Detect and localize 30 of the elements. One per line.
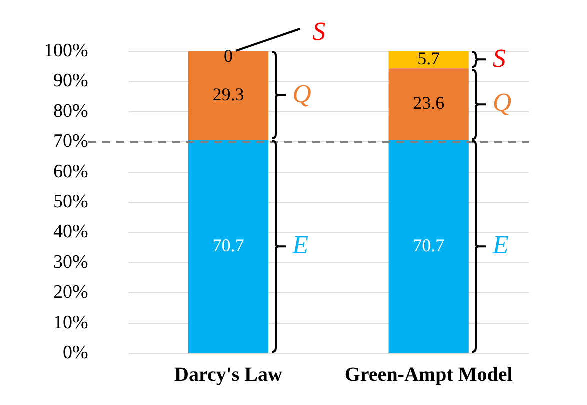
y-tick-label: 100%	[44, 40, 88, 62]
data-label: 23.6	[413, 93, 445, 114]
series-label: E	[292, 230, 309, 260]
x-tick-label: Darcy's Law	[174, 364, 284, 386]
series-label: S	[492, 44, 506, 73]
data-label: 70.7	[413, 235, 445, 256]
y-tick-label: 10%	[54, 312, 88, 334]
text: E	[492, 230, 509, 260]
y-tick-label: 60%	[54, 161, 88, 182]
bar	[388, 51, 469, 69]
bar	[188, 140, 269, 354]
data-label: 5.7	[418, 48, 440, 69]
y-tick-label: 70%	[54, 131, 88, 152]
bar	[388, 68, 469, 140]
data-label: 70.7	[212, 235, 244, 256]
text: Q	[492, 88, 512, 118]
data-label: 0	[224, 46, 233, 66]
y-tick-label: 0%	[63, 342, 88, 364]
series-label: Q	[292, 80, 312, 108]
data-label: 29.3	[212, 84, 244, 104]
text: S	[312, 17, 326, 46]
y-tick-label: 90%	[54, 70, 88, 92]
x-tick-label: Green-Ampt Model	[344, 364, 514, 386]
y-tick-label: 20%	[54, 282, 88, 304]
y-tick-label: 80%	[54, 100, 88, 122]
y-tick-label: 30%	[54, 252, 88, 273]
bar	[188, 51, 269, 140]
y-tick-label: 50%	[54, 191, 88, 212]
bar	[388, 140, 469, 354]
y-tick-label: 40%	[54, 222, 88, 243]
